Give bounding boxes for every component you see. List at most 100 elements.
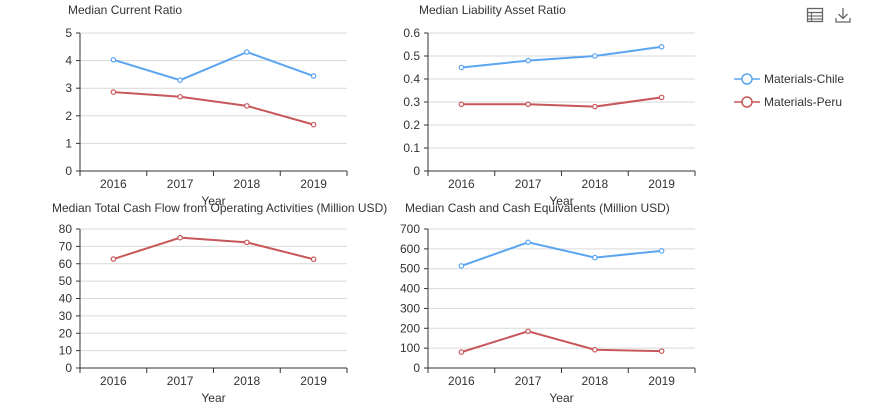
y-tick-label: 5 xyxy=(65,26,72,40)
y-tick-label: 0 xyxy=(65,164,72,178)
x-tick-label: 2018 xyxy=(582,374,609,388)
series-line xyxy=(461,241,662,267)
x-tick-label: 2016 xyxy=(448,177,475,191)
legend-label-peru: Materials-Peru xyxy=(764,95,842,109)
y-tick-label: 0 xyxy=(413,361,420,375)
y-tick-label: 60 xyxy=(59,257,73,271)
y-tick-label: 200 xyxy=(400,321,420,335)
data-point[interactable] xyxy=(310,121,317,128)
x-axis-label: Year xyxy=(201,194,225,208)
y-tick-label: 0.6 xyxy=(403,26,420,40)
series-line xyxy=(461,96,662,108)
y-tick-label: 300 xyxy=(400,301,420,315)
data-point[interactable] xyxy=(244,239,250,246)
toolbox xyxy=(806,6,852,24)
data-point[interactable] xyxy=(525,328,531,335)
legend-marker-chile xyxy=(741,73,753,85)
data-point[interactable] xyxy=(177,93,183,100)
download-icon[interactable] xyxy=(834,6,852,24)
x-tick-label: 2018 xyxy=(234,177,261,191)
y-tick-label: 600 xyxy=(400,242,420,256)
x-tick-label: 2017 xyxy=(167,177,194,191)
y-tick-label: 0.5 xyxy=(403,49,420,63)
x-axis-label: Year xyxy=(201,391,225,405)
x-tick-label: 2016 xyxy=(448,374,475,388)
legend-marker-peru xyxy=(741,96,753,108)
y-tick-label: 50 xyxy=(59,274,73,288)
data-point[interactable] xyxy=(177,234,183,241)
x-tick-label: 2017 xyxy=(515,177,542,191)
chart-title: Median Cash and Cash Equivalents (Millio… xyxy=(405,201,670,215)
y-tick-label: 40 xyxy=(59,292,73,306)
x-tick-label: 2016 xyxy=(100,374,127,388)
data-point[interactable] xyxy=(458,64,465,71)
y-tick-label: 0.2 xyxy=(403,118,420,132)
data-point[interactable] xyxy=(525,239,531,246)
panel-liability-asset-ratio: Median Liability Asset Ratio 0 0.1 0.2 0.3 0.… xyxy=(403,3,696,208)
x-axis-label: Year xyxy=(549,194,573,208)
y-tick-label: 400 xyxy=(400,282,420,296)
chart-title: Median Liability Asset Ratio xyxy=(419,3,566,17)
y-tick-label: 80 xyxy=(59,222,73,236)
series-line xyxy=(113,236,314,261)
data-point[interactable] xyxy=(658,248,665,254)
legend: Materials-Chile Materials-Peru xyxy=(734,72,844,109)
panel-operating-cash-flow: Median Total Cash Flow from Operating Ac… xyxy=(52,201,387,405)
y-tick-label: 20 xyxy=(59,326,73,340)
data-point[interactable] xyxy=(458,349,465,355)
y-tick-label: 0 xyxy=(65,361,72,375)
y-tick-label: 3 xyxy=(65,81,72,95)
y-tick-label: 0 xyxy=(413,164,420,178)
x-tick-label: 2019 xyxy=(648,177,675,191)
data-point[interactable] xyxy=(458,263,465,269)
x-tick-label: 2017 xyxy=(167,374,194,388)
data-point[interactable] xyxy=(658,348,665,354)
data-point[interactable] xyxy=(592,103,598,110)
x-tick-label: 2016 xyxy=(100,177,127,191)
x-tick-label: 2017 xyxy=(515,374,542,388)
data-point[interactable] xyxy=(592,53,598,59)
data-point[interactable] xyxy=(110,256,117,262)
data-point[interactable] xyxy=(658,43,665,50)
data-point[interactable] xyxy=(592,346,598,353)
data-point[interactable] xyxy=(592,254,598,261)
data-point[interactable] xyxy=(658,94,665,101)
chart-title: Median Total Cash Flow from Operating Ac… xyxy=(52,201,387,215)
data-point[interactable] xyxy=(310,73,317,79)
data-point[interactable] xyxy=(525,57,531,64)
chart-title: Median Current Ratio xyxy=(68,3,182,17)
series-line xyxy=(461,330,662,354)
x-tick-label: 2019 xyxy=(300,374,327,388)
y-tick-label: 10 xyxy=(59,344,73,358)
x-tick-label: 2018 xyxy=(582,177,609,191)
table-icon[interactable] xyxy=(806,6,824,24)
y-tick-label: 70 xyxy=(59,239,73,253)
y-tick-label: 1 xyxy=(65,136,72,150)
data-point[interactable] xyxy=(310,256,317,263)
series-line xyxy=(113,50,314,82)
series-line xyxy=(113,91,314,126)
data-point[interactable] xyxy=(110,89,117,95)
data-point[interactable] xyxy=(458,101,465,108)
y-tick-label: 700 xyxy=(400,222,420,236)
series-line xyxy=(461,45,662,69)
y-tick-label: 0.3 xyxy=(403,95,420,109)
y-tick-label: 100 xyxy=(400,341,420,355)
y-tick-label: 0.4 xyxy=(403,72,420,86)
data-point[interactable] xyxy=(244,103,250,109)
panel-current-ratio: Median Current Ratio 0 1 2 3 4 5 2016 2017 2018 20… xyxy=(65,3,348,208)
y-tick-label: 500 xyxy=(400,262,420,276)
x-tick-label: 2019 xyxy=(300,177,327,191)
data-point[interactable] xyxy=(525,101,531,108)
legend-item-chile[interactable]: Materials-Chile xyxy=(734,72,844,86)
y-tick-label: 4 xyxy=(65,54,72,68)
legend-item-peru[interactable]: Materials-Peru xyxy=(734,95,842,109)
y-tick-label: 30 xyxy=(59,309,73,323)
data-point[interactable] xyxy=(177,77,183,83)
data-point[interactable] xyxy=(244,49,250,55)
y-tick-label: 0.1 xyxy=(403,141,420,155)
x-axis-label: Year xyxy=(549,391,573,405)
data-point[interactable] xyxy=(110,56,117,63)
panel-cash-equivalents: Median Cash and Cash Equivalents (Millio… xyxy=(400,201,696,405)
